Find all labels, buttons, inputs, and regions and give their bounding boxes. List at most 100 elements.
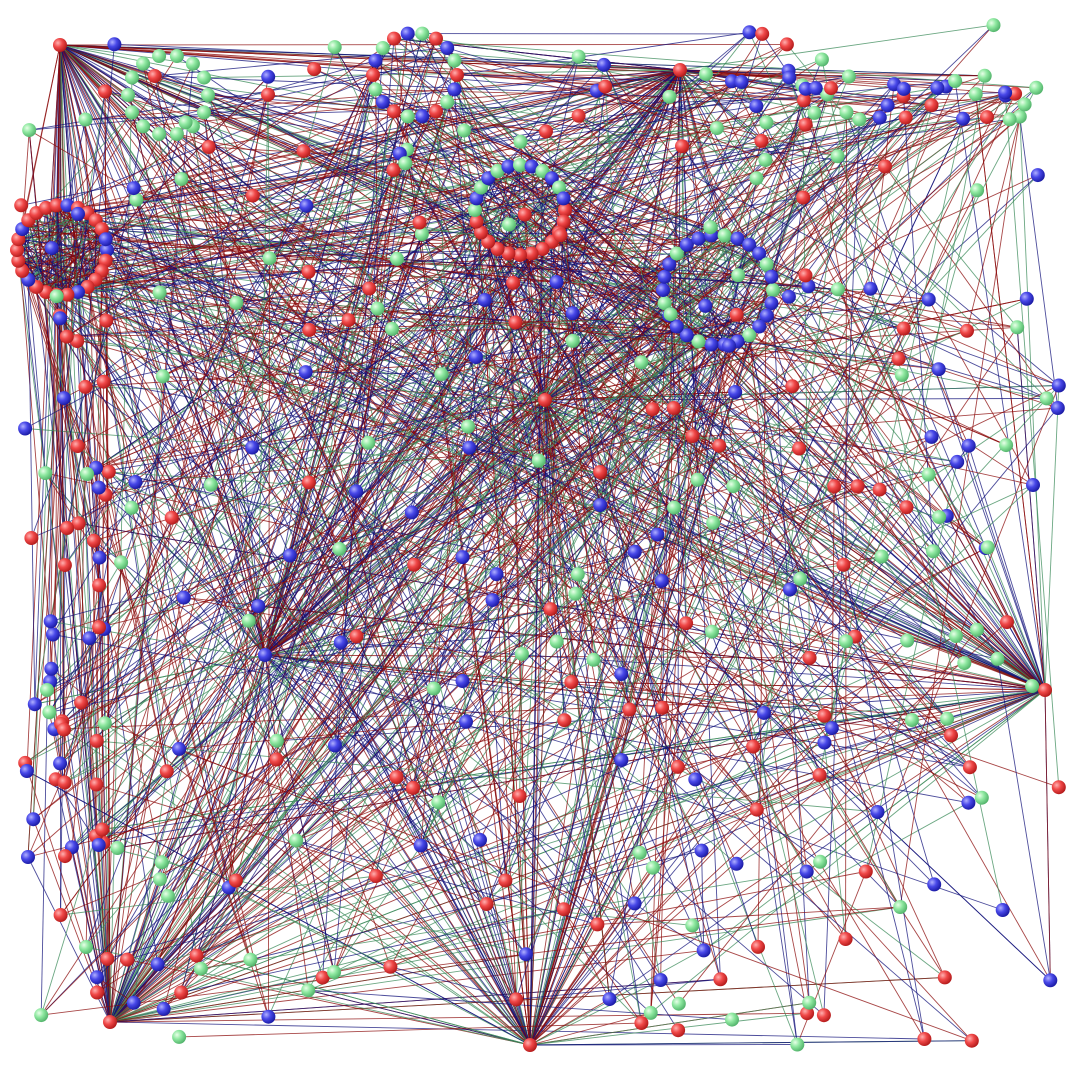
node	[662, 257, 677, 272]
edge	[29, 69, 681, 131]
node	[749, 171, 764, 186]
edge	[474, 209, 983, 798]
edge	[63, 397, 97, 468]
node	[759, 308, 774, 323]
node	[800, 1006, 815, 1021]
node	[258, 648, 272, 662]
edge	[264, 654, 531, 1046]
edge	[50, 471, 601, 622]
edge	[181, 908, 564, 993]
edge	[407, 116, 546, 401]
edge	[109, 341, 738, 1023]
edge	[676, 70, 789, 254]
edge	[407, 116, 986, 549]
edge	[752, 489, 881, 747]
edge	[136, 199, 767, 265]
node	[898, 110, 913, 125]
edge	[679, 24, 994, 71]
node	[53, 908, 68, 922]
node	[245, 188, 260, 203]
node	[114, 555, 129, 570]
edge	[180, 33, 423, 993]
edge	[96, 289, 774, 993]
node	[627, 544, 642, 559]
node	[153, 872, 167, 887]
edge	[701, 850, 705, 951]
edge	[26, 44, 61, 772]
node	[816, 1008, 831, 1023]
edge	[59, 44, 558, 642]
node	[957, 656, 972, 671]
edge	[63, 398, 100, 586]
edge	[308, 329, 576, 595]
edge	[681, 146, 687, 624]
node	[824, 81, 838, 96]
node	[968, 87, 983, 102]
node	[468, 350, 483, 365]
edge	[551, 241, 1018, 328]
edge	[806, 871, 946, 978]
edge	[679, 69, 985, 77]
edge	[529, 92, 1006, 1046]
node	[501, 246, 516, 261]
node	[990, 651, 1005, 666]
edge	[833, 486, 925, 1040]
edge	[163, 116, 409, 1010]
edge	[412, 399, 546, 789]
edge	[59, 44, 985, 77]
edge	[77, 44, 115, 447]
edge	[393, 111, 579, 575]
edge	[447, 47, 718, 129]
node	[793, 571, 808, 586]
edge	[25, 428, 601, 473]
node	[523, 1038, 537, 1052]
edge	[63, 91, 106, 399]
node	[924, 98, 939, 113]
node	[1019, 291, 1034, 306]
node	[89, 733, 104, 748]
node	[653, 973, 668, 987]
edge	[64, 565, 111, 1023]
node	[169, 49, 184, 63]
node	[657, 269, 672, 284]
node	[556, 902, 571, 917]
node	[685, 429, 700, 444]
edge	[837, 156, 970, 446]
node	[712, 438, 727, 453]
node	[553, 228, 568, 243]
node	[400, 26, 415, 41]
edge	[179, 721, 467, 750]
node	[97, 716, 112, 731]
edge	[40, 87, 938, 1016]
edge	[480, 187, 642, 1024]
node	[164, 510, 179, 525]
edge	[27, 318, 61, 858]
edge	[276, 253, 509, 760]
edge	[295, 659, 594, 841]
edge	[1044, 689, 1051, 981]
edge	[968, 445, 1046, 691]
edge	[106, 63, 194, 251]
edge	[109, 852, 640, 1023]
edge	[180, 399, 546, 993]
node	[980, 110, 994, 125]
edge	[18, 238, 106, 262]
edge	[18, 238, 939, 370]
edge	[593, 436, 932, 661]
edge	[669, 96, 750, 245]
edge	[157, 155, 838, 965]
edge	[77, 213, 601, 506]
node	[543, 602, 558, 617]
edge	[157, 689, 1046, 965]
node	[758, 153, 773, 167]
node	[948, 629, 963, 643]
node	[241, 613, 256, 628]
node	[383, 959, 398, 974]
node	[53, 38, 67, 52]
node	[80, 467, 95, 481]
edge	[289, 47, 448, 556]
edge	[525, 486, 734, 955]
node	[502, 217, 517, 232]
edge	[59, 44, 193, 65]
